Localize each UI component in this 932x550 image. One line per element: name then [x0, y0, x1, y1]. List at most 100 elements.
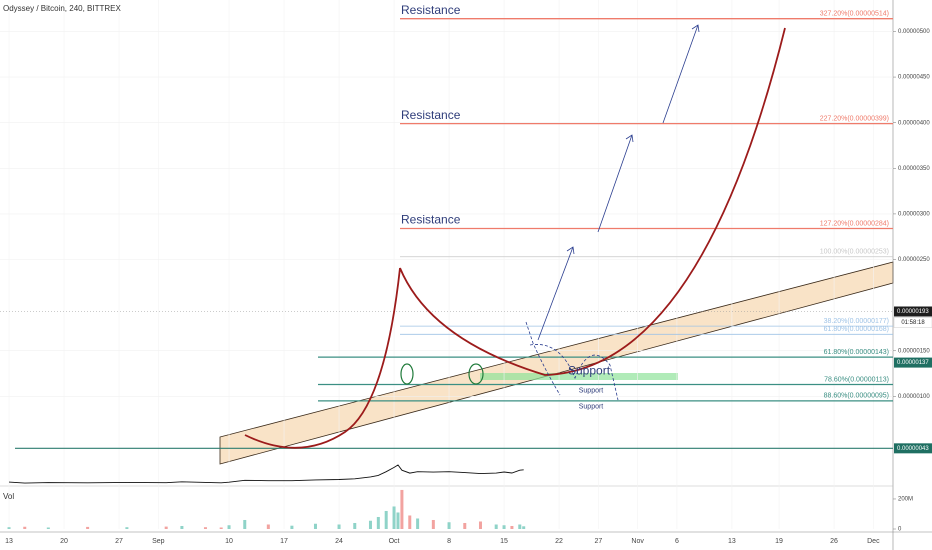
arrow-head	[625, 134, 634, 143]
price-tag-label: 0.00000137	[897, 360, 929, 366]
dashed-path	[525, 321, 561, 396]
price-tag-label: 0.00000193	[897, 309, 929, 315]
volume-bar	[7, 527, 11, 529]
volume-bar	[494, 524, 498, 529]
volume-bar	[164, 526, 168, 529]
volume-bar	[125, 527, 129, 529]
y-tick-label: 0.00000150	[898, 348, 930, 354]
level-label: 38.20%(0.00000177)	[824, 318, 889, 325]
projection-curve	[399, 27, 786, 376]
volume-bar	[502, 525, 506, 529]
arrows	[525, 24, 700, 401]
volume-bar	[368, 520, 372, 529]
x-tick-label: Sep	[152, 538, 165, 545]
volume-bar	[46, 527, 50, 529]
cup-curve	[244, 267, 401, 449]
volume-bar	[266, 524, 270, 529]
resistance-label: Resistance	[401, 108, 461, 122]
highlight	[468, 363, 484, 385]
level-label: 100.00%(0.00000253)	[820, 249, 889, 256]
volume-bar	[396, 512, 400, 529]
level-label: 61.80%(0.00000168)	[824, 326, 889, 333]
volume-bar	[203, 527, 207, 529]
x-tick-label: 20	[60, 538, 68, 545]
y-tick-label: 0.00000500	[898, 29, 930, 35]
volume-bar	[353, 522, 357, 529]
volume-bar	[376, 516, 380, 529]
chart-title: Odyssey / Bitcoin, 240, BITTREX	[3, 4, 121, 13]
x-tick-label: 27	[115, 538, 123, 545]
price-tag	[894, 306, 932, 317]
price-tag-label: 0.00000043	[897, 446, 929, 452]
x-tick-label: 19	[775, 538, 783, 545]
volume-bar	[431, 519, 435, 529]
x-tick-label: 6	[675, 538, 679, 545]
resistance-label: Resistance	[401, 213, 461, 227]
x-tick-label: 8	[447, 538, 451, 545]
y-tick-label: 0.00000450	[898, 75, 930, 81]
timer-label: 01:58:18	[901, 320, 925, 326]
volume-bar	[408, 515, 412, 529]
x-tick-label: Dec	[867, 538, 880, 545]
x-tick-label: Oct	[389, 538, 400, 545]
level-label: 78.60%(0.00000113)	[824, 376, 889, 383]
volume-bar	[463, 522, 467, 529]
x-tick-label: 13	[728, 538, 736, 545]
level-label: 127.20%(0.00000284)	[820, 220, 889, 227]
y-tick-label: 0.00000250	[898, 257, 930, 263]
x-tick-label: 13	[5, 538, 13, 545]
volume-bar	[478, 521, 482, 529]
x-tick-label: 10	[225, 538, 233, 545]
volume-tick-label: 200M	[898, 497, 913, 503]
arrow	[597, 134, 633, 233]
volume-label: Vol	[3, 492, 14, 501]
volume-tick-label: 0	[898, 527, 902, 533]
x-tick-label: 17	[280, 538, 288, 545]
volume-bar	[337, 524, 341, 529]
volume-bar	[447, 522, 451, 529]
resistance-label: Resistance	[401, 3, 461, 17]
price-line-series	[8, 464, 524, 484]
volume-bar	[510, 525, 514, 529]
y-tick-label: 0.00000350	[898, 166, 930, 172]
level-label: 227.20%(0.00000399)	[820, 115, 889, 122]
level-label: 327.20%(0.00000514)	[820, 11, 889, 18]
price-tag	[894, 357, 932, 368]
y-tick-label: 0.00000300	[898, 211, 930, 217]
volume-bar	[86, 526, 90, 529]
volume-bar	[243, 519, 247, 529]
arrow	[537, 246, 574, 341]
x-tick-label: 24	[335, 538, 343, 545]
highlight	[400, 363, 414, 385]
support-label: Support	[579, 387, 604, 394]
y-tick-label: 0.00000100	[898, 394, 930, 400]
support-label: Support	[568, 363, 611, 377]
x-tick-label: 22	[555, 538, 563, 545]
x-tick-label: 26	[830, 538, 838, 545]
y-tick-label: 0.00000400	[898, 120, 930, 126]
arrow-head	[691, 24, 700, 33]
volume-bar	[522, 526, 526, 529]
volume-bar	[416, 518, 420, 529]
dashed-path	[529, 344, 619, 401]
support-label: Support	[579, 404, 604, 411]
price-tag	[894, 443, 932, 454]
timer-tag	[893, 317, 932, 328]
level-label: 61.80%(0.00000143)	[824, 349, 889, 356]
volume-bar	[518, 524, 522, 529]
level-label: 88.60%(0.00000095)	[824, 393, 889, 400]
arrow	[662, 24, 699, 124]
support-zone	[480, 373, 678, 380]
volume-bar	[290, 525, 294, 529]
volume-bar	[219, 527, 223, 529]
arrow-head	[566, 246, 575, 255]
x-tick-label: 27	[594, 538, 602, 545]
volume-bar	[180, 525, 184, 529]
volume-bar	[384, 510, 388, 529]
x-tick-label: Nov	[631, 538, 644, 545]
volume-bar	[400, 489, 404, 529]
x-tick-label: 15	[500, 538, 508, 545]
volume-bar	[313, 523, 317, 529]
